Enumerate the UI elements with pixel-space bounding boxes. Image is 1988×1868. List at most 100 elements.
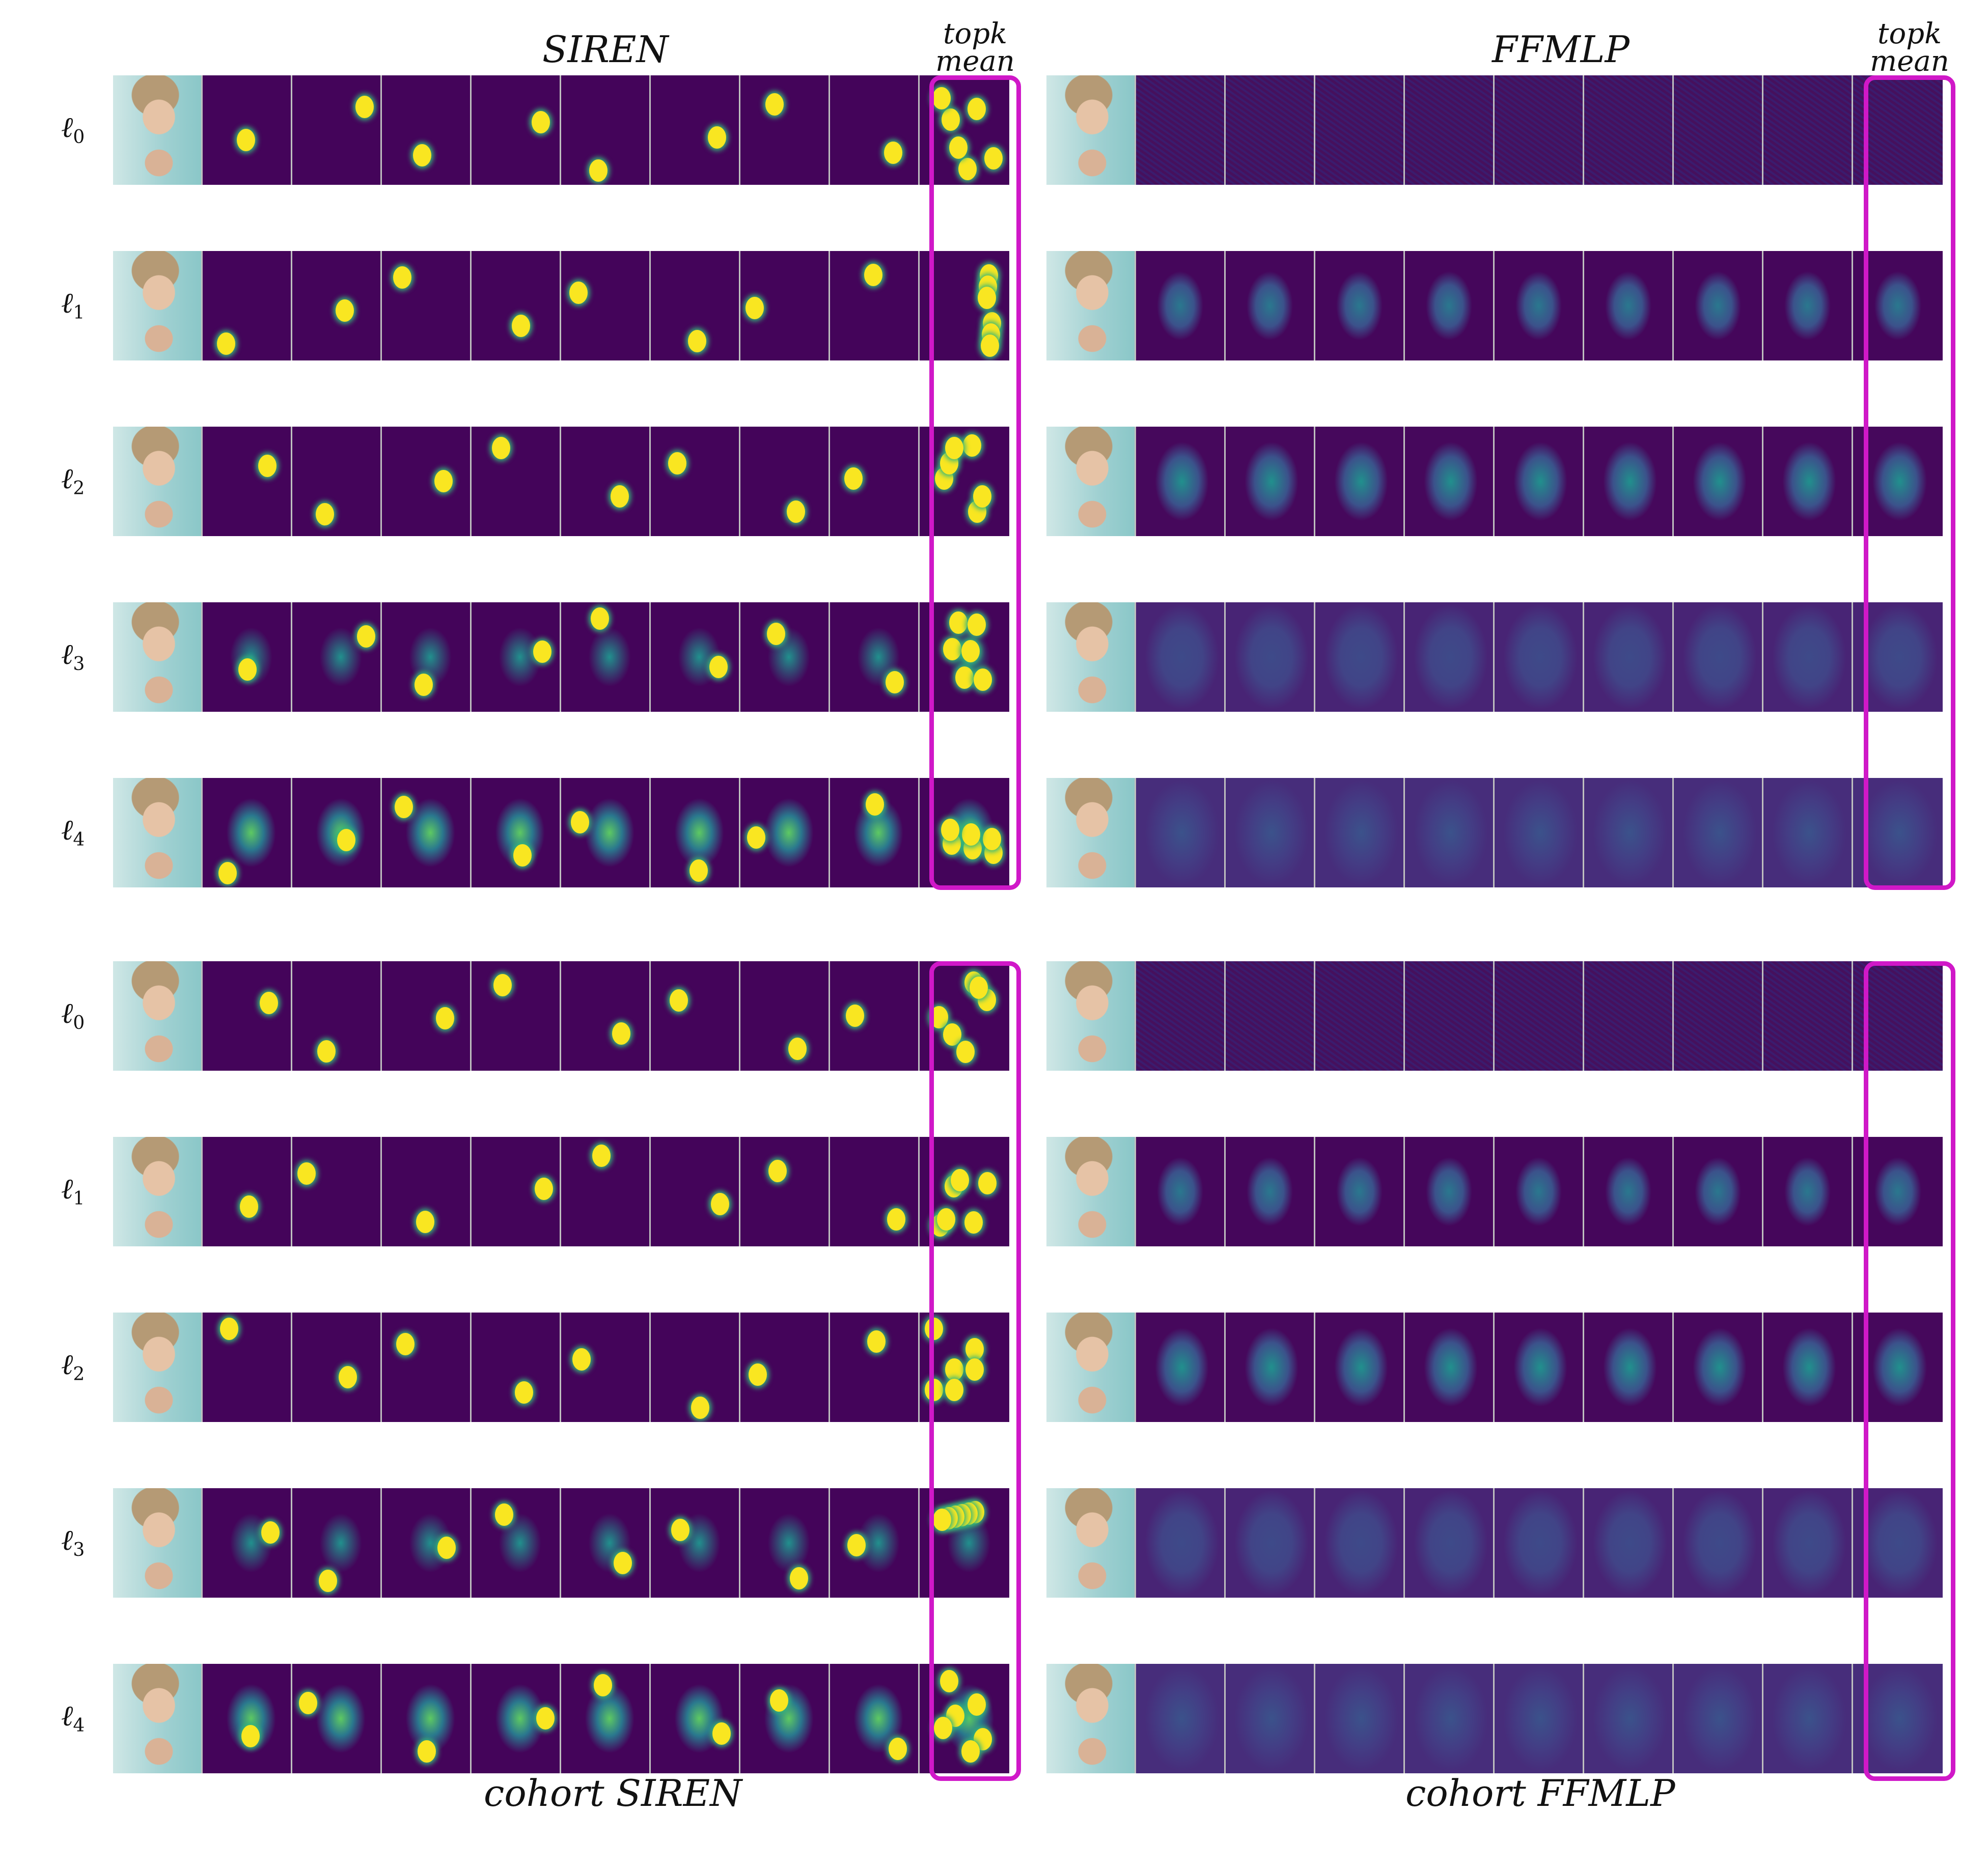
neuron-activation-tile: [651, 961, 740, 1071]
activation-blob: [968, 98, 986, 120]
activation-blob: [495, 1503, 513, 1526]
activation-blob: [536, 1707, 555, 1730]
neuron-activation-tile: [472, 961, 561, 1071]
neuron-activation-tile: [382, 961, 472, 1071]
layer-label: ℓ2: [61, 1348, 85, 1385]
neuron-activation-tile: [561, 1137, 651, 1246]
activation-blob: [691, 1397, 709, 1419]
neuron-activation-tile: [561, 251, 651, 360]
neuron-activation-tile: [1495, 1664, 1584, 1773]
activation-blob: [612, 1022, 630, 1045]
neuron-activation-tile: [830, 75, 920, 185]
neuron-activation-tile: [472, 427, 561, 536]
original-image-tile: [113, 1488, 203, 1598]
ell-symbol: ℓ: [61, 111, 73, 144]
layer-label: ℓ0: [61, 997, 85, 1034]
neuron-activation-tile: [1136, 1313, 1226, 1422]
activation-blob: [513, 844, 532, 867]
neuron-activation-tile: [1495, 1137, 1584, 1246]
original-image-tile: [1046, 427, 1136, 536]
activation-blob: [688, 330, 706, 352]
neuron-activation-tile: [830, 961, 920, 1071]
activation-blob: [961, 1740, 980, 1763]
ell-symbol: ℓ: [61, 287, 73, 320]
neuron-activation-tile: [1495, 251, 1584, 360]
activation-blob: [965, 1358, 984, 1381]
layer-index: 3: [73, 654, 85, 675]
neuron-activation-tile: [1763, 1488, 1853, 1598]
activation-blob: [765, 93, 784, 116]
neuron-activation-tile: [1136, 1137, 1226, 1246]
ell-symbol: ℓ: [61, 997, 73, 1030]
neuron-activation-tile: [1584, 1664, 1674, 1773]
ell-symbol: ℓ: [61, 1173, 73, 1206]
neuron-activation-tile: [1136, 961, 1226, 1071]
neuron-activation-tile: [1315, 961, 1405, 1071]
neuron-activation-tile: [1226, 778, 1315, 887]
neuron-activation-tile: [1315, 427, 1405, 536]
activation-blob: [943, 638, 961, 660]
topk-mean-tile: [920, 427, 1009, 536]
original-image-tile: [1046, 251, 1136, 360]
original-image-tile: [1046, 1137, 1136, 1246]
ffmlp-row-strip: [1046, 427, 1943, 536]
topk-mean-tile: [920, 75, 1009, 185]
neuron-activation-tile: [1315, 251, 1405, 360]
neuron-activation-tile: [292, 427, 382, 536]
neuron-activation-tile: [1584, 1313, 1674, 1422]
neuron-activation-tile: [1763, 251, 1853, 360]
activation-blob: [237, 129, 255, 151]
topk-mean-tile: [920, 778, 1009, 887]
activation-blob: [747, 826, 765, 849]
neuron-activation-tile: [651, 778, 740, 887]
cohort-siren-title: cohort SIREN: [484, 1772, 742, 1815]
neuron-activation-tile: [472, 602, 561, 712]
activation-blob: [941, 819, 959, 841]
activation-blob: [984, 147, 1003, 170]
neuron-activation-tile: [382, 75, 472, 185]
neuron-activation-tile: [472, 1137, 561, 1246]
neuron-activation-tile: [472, 1313, 561, 1422]
siren-title: SIREN: [542, 28, 669, 71]
activation-blob: [589, 159, 608, 182]
neuron-activation-tile: [561, 1313, 651, 1422]
siren-row-strip: [113, 1137, 1009, 1246]
neuron-activation-tile: [651, 1664, 740, 1773]
neuron-activation-tile: [203, 1488, 292, 1598]
activation-blob: [925, 1318, 943, 1340]
activation-blob: [945, 1379, 963, 1401]
activation-blob: [241, 1725, 260, 1747]
neuron-activation-tile: [1763, 1664, 1853, 1773]
neuron-activation-tile: [1763, 1137, 1853, 1246]
neuron-activation-tile: [1405, 1664, 1495, 1773]
activation-blob: [493, 974, 512, 996]
activation-blob: [492, 437, 510, 459]
activation-blob: [955, 666, 974, 689]
neuron-activation-tile: [740, 961, 830, 1071]
activation-blob: [788, 1038, 807, 1060]
layer-label: ℓ4: [61, 1699, 85, 1736]
layer-index: 4: [73, 1715, 85, 1737]
original-image-tile: [113, 75, 203, 185]
activation-blob: [238, 658, 257, 681]
neuron-activation-tile: [830, 1137, 920, 1246]
activation-blob: [974, 668, 992, 691]
neuron-activation-tile: [1405, 1488, 1495, 1598]
activation-blob: [846, 1005, 864, 1027]
ell-symbol: ℓ: [61, 1699, 73, 1733]
activation-blob: [355, 96, 374, 118]
activation-blob: [434, 470, 453, 492]
neuron-activation-tile: [203, 1313, 292, 1422]
layer-label: ℓ0: [61, 111, 85, 148]
neuron-activation-tile: [203, 778, 292, 887]
neuron-activation-tile: [1674, 427, 1763, 536]
activation-blob: [964, 1211, 983, 1234]
neuron-activation-tile: [740, 1488, 830, 1598]
neuron-activation-tile: [1136, 251, 1226, 360]
topk-highlight-siren-bottom: [929, 961, 1021, 1781]
neuron-activation-tile: [1315, 778, 1405, 887]
activation-blob: [413, 144, 431, 166]
activation-blob: [978, 287, 996, 309]
activation-blob: [515, 1381, 533, 1404]
original-image-tile: [1046, 1313, 1136, 1422]
